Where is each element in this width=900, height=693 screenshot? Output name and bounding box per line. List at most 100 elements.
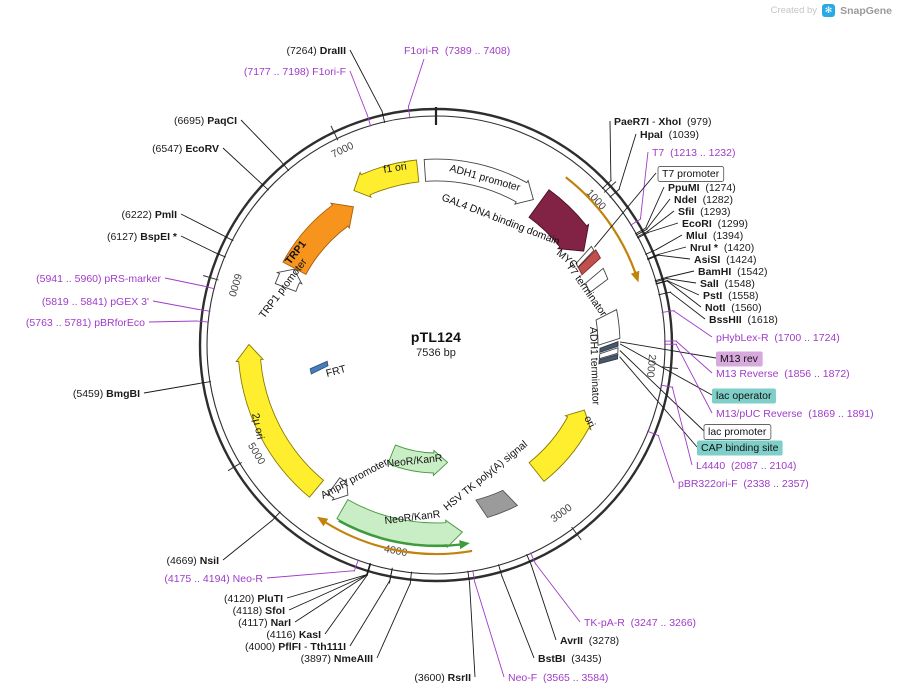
feature-ori[interactable] xyxy=(528,409,592,483)
site-label-lac-operator[interactable]: lac operator xyxy=(716,390,772,402)
site-label-5763-5781-pbrforeco[interactable]: (5763 .. 5781) pBRforEco xyxy=(26,317,145,329)
scale-tick-7000 xyxy=(330,125,339,141)
site-label-neo-f-3565-3584[interactable]: Neo-F (3565 .. 3584) xyxy=(508,672,608,684)
site-tick-5763-5781-pbrforeco xyxy=(196,320,210,323)
site-label-3897-nmeaiii[interactable]: (3897) NmeAIII xyxy=(301,653,373,665)
site-label-avrii-3278[interactable]: AvrII (3278) xyxy=(560,635,619,647)
site-label-ndei-1282[interactable]: NdeI (1282) xyxy=(674,194,733,206)
feature-trp1-promoter[interactable] xyxy=(274,268,303,292)
site-label-f1ori-r-7389-7408[interactable]: F1ori-R (7389 .. 7408) xyxy=(404,45,510,57)
feature-label-ampr-promoter[interactable]: AmpR promoter xyxy=(319,456,391,502)
leader-bsshii-1618 xyxy=(669,291,706,320)
site-label-6222-pmli[interactable]: (6222) PmlI xyxy=(122,209,178,221)
site-label-6695-paqci[interactable]: (6695) PaqCI xyxy=(174,115,237,127)
site-label-phyblex-r-1700-1724[interactable]: pHybLex-R (1700 .. 1724) xyxy=(716,332,840,344)
feature-ampr-promoter[interactable] xyxy=(327,477,349,501)
watermark-brand: SnapGene xyxy=(840,4,892,17)
orf-arc-head-neo-cds xyxy=(459,540,470,550)
site-label-bsshii-1618[interactable]: BssHII (1618) xyxy=(709,314,778,326)
site-label-m13-rev[interactable]: M13 rev xyxy=(720,353,759,365)
feature-trp1[interactable] xyxy=(282,202,354,276)
site-label-sfii-1293[interactable]: SfiI (1293) xyxy=(678,206,731,218)
site-label-6547-ecorv[interactable]: (6547) EcoRV xyxy=(152,143,219,155)
site-label-mlui-1394[interactable]: MluI (1394) xyxy=(686,230,743,242)
site-label-4175-4194-neo-r[interactable]: (4175 .. 4194) Neo-R xyxy=(164,573,263,585)
feature-adh1-promoter[interactable] xyxy=(423,158,534,205)
site-label-7264-draiii[interactable]: (7264) DraIII xyxy=(286,45,346,57)
site-label-5819-5841-pgex-3[interactable]: (5819 .. 5841) pGEX 3' xyxy=(42,296,149,308)
site-label-5459-bmgbi[interactable]: (5459) BmgBI xyxy=(73,388,140,400)
feature-frt-site[interactable] xyxy=(309,360,329,375)
site-label-m13-puc-reverse-1869-1891[interactable]: M13/pUC Reverse (1869 .. 1891) xyxy=(716,408,874,420)
site-label-4669-nsii[interactable]: (4669) NsiI xyxy=(166,555,219,567)
leader-nrui-1420 xyxy=(658,246,687,255)
site-label-l4440-2087-2104[interactable]: L4440 (2087 .. 2104) xyxy=(696,460,796,472)
site-label-asisi-1424[interactable]: AsiSI (1424) xyxy=(694,254,756,266)
leader-ppumi-1274 xyxy=(645,186,665,229)
feature-adh1-terminator[interactable] xyxy=(595,308,621,346)
site-label-ecori-1299[interactable]: EcoRI (1299) xyxy=(682,218,748,230)
scale-label-5000: 5000 xyxy=(245,441,267,467)
site-label-psti-1558[interactable]: PstI (1558) xyxy=(703,290,758,302)
feature-label-frt[interactable]: FRT xyxy=(325,363,348,380)
site-label-t7-promoter[interactable]: T7 promoter xyxy=(662,168,720,180)
leader-4116-kasi xyxy=(324,574,368,635)
site-label-cap-binding-site[interactable]: CAP binding site xyxy=(701,442,779,454)
site-tick-6127-bspei xyxy=(213,251,226,258)
site-label-t7-1213-1232[interactable]: T7 (1213 .. 1232) xyxy=(652,147,735,159)
site-label-4117-nari[interactable]: (4117) NarI xyxy=(238,617,291,629)
feature-label-trp1-promoter[interactable]: TRP1 promoter xyxy=(257,256,310,321)
site-label-4120-pluti[interactable]: (4120) PluTI xyxy=(224,593,283,605)
site-label-4118-sfoi[interactable]: (4118) SfoI xyxy=(233,605,285,617)
site-label-tk-pa-r-3247-3266[interactable]: TK-pA-R (3247 .. 3266) xyxy=(584,617,696,629)
feature-myc-tag[interactable] xyxy=(577,249,601,276)
leader-5941-5960-prs-marker xyxy=(164,277,204,287)
feature-t7-promoter-box[interactable] xyxy=(575,245,595,268)
site-label-3600-rsrii[interactable]: (3600) RsrII xyxy=(414,672,471,684)
site-label-5941-5960-prs-marker[interactable]: (5941 .. 5960) pRS-marker xyxy=(36,273,161,285)
site-label-nrui-1420[interactable]: NruI * (1420) xyxy=(690,242,754,254)
feature-lac-operator-site[interactable] xyxy=(599,341,619,354)
leader-lac-promoter xyxy=(619,350,705,432)
site-label-m13-reverse-1856-1872[interactable]: M13 Reverse (1856 .. 1872) xyxy=(716,368,850,380)
site-label-4116-kasi[interactable]: (4116) KasI xyxy=(266,629,321,641)
site-tick-pbr322ori-f-2338-2357 xyxy=(646,430,660,437)
feature-label-adh1-terminator[interactable]: ADH1 terminator xyxy=(587,327,602,406)
leader-4118-sfoi xyxy=(288,574,368,611)
site-label-noti-1560[interactable]: NotI (1560) xyxy=(705,302,762,314)
feature-neor-kanr-inner[interactable] xyxy=(387,444,449,477)
leader-avrii-3278 xyxy=(530,565,557,641)
site-label-sali-1548[interactable]: SalI (1548) xyxy=(700,278,755,290)
site-label-paer7i-xhoi-979[interactable]: PaeR7I - XhoI (979) xyxy=(614,116,711,128)
leader-ndei-1282 xyxy=(646,198,671,230)
feature-cap-binding-site[interactable] xyxy=(598,353,619,365)
site-tick-4669-nsii xyxy=(271,511,281,522)
site-label-7177-7198-f1ori-f[interactable]: (7177 .. 7198) F1ori-F xyxy=(244,66,346,78)
feature-label-neor-kanr[interactable]: NeoR/KanR xyxy=(386,452,443,470)
feature-label-f1-ori[interactable]: f1 ori xyxy=(383,160,408,176)
feature-t7-terminator[interactable] xyxy=(585,267,609,294)
feature-two-micron-ori[interactable] xyxy=(235,343,325,498)
site-label-hpai-1039[interactable]: HpaI (1039) xyxy=(640,129,699,141)
site-label-6127-bspei[interactable]: (6127) BspEI * xyxy=(107,231,178,243)
site-tick-noti-1560 xyxy=(655,280,669,285)
site-tick-asisi-1424 xyxy=(647,254,660,261)
site-label-bamhi-1542[interactable]: BamHI (1542) xyxy=(698,266,767,278)
leader-m13-reverse-1856-1872 xyxy=(675,340,713,374)
feature-label-2-ori[interactable]: 2μ ori xyxy=(249,412,266,440)
site-label-ppumi-1274[interactable]: PpuMI (1274) xyxy=(668,182,736,194)
site-label-bstbi-3435[interactable]: BstBI (3435) xyxy=(538,653,602,665)
feature-gal4-dna-binding-domain[interactable] xyxy=(528,189,590,252)
feature-hsv-tk-polya-signal[interactable] xyxy=(475,489,519,519)
site-label-lac-promoter[interactable]: lac promoter xyxy=(708,426,767,438)
site-label-pbr322ori-f-2338-2357[interactable]: pBR322ori-F (2338 .. 2357) xyxy=(678,478,809,490)
feature-lac-promoter-box[interactable] xyxy=(598,347,619,360)
site-label-4000-pflfi-tth111i[interactable]: (4000) PflFI - Tth111I xyxy=(245,641,346,653)
feature-f1-ori[interactable] xyxy=(353,159,420,199)
scale-label-2000: 2000 xyxy=(644,354,658,379)
site-label-box-lac-operator xyxy=(712,388,776,404)
feature-label-ori[interactable]: ori xyxy=(581,414,597,430)
leader-6127-bspei xyxy=(180,235,215,253)
leader-sali-1548 xyxy=(666,278,697,284)
